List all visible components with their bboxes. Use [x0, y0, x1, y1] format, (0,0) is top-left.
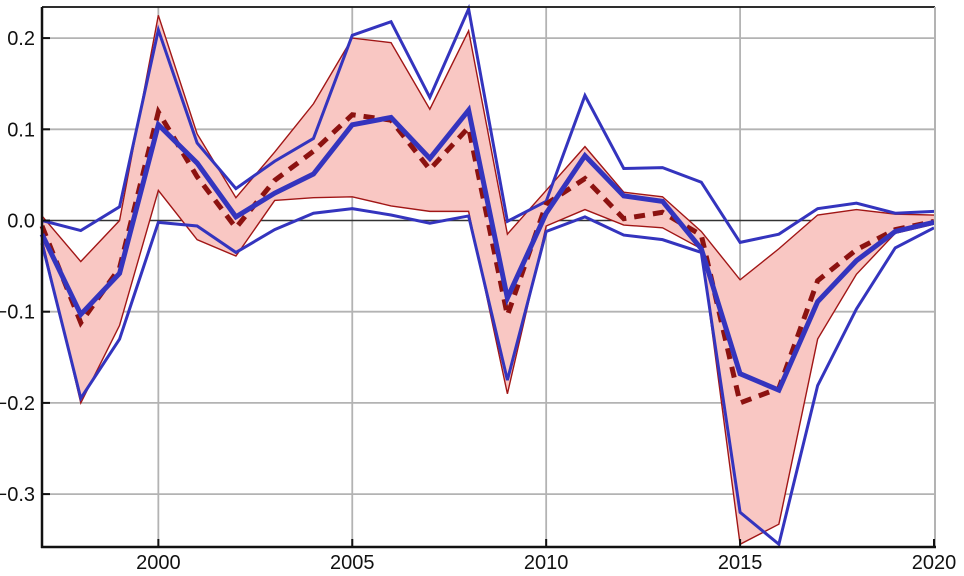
red-confidence-band-fill: [42, 15, 934, 545]
blue-lower-bound-line: [40, 207, 935, 547]
y-tick-label: −0.3: [0, 484, 35, 506]
x-tick-label: 2000: [136, 552, 181, 574]
y-tick-label: −0.1: [0, 302, 35, 324]
y-tick-label: −0.2: [0, 393, 35, 415]
band-upper-edge-line: [41, 15, 935, 281]
x-tick-label: 2005: [330, 552, 375, 574]
blue-main-estimate-line: [39, 104, 935, 394]
y-tick-label: 0.1: [7, 119, 35, 141]
y-tick-label: 0.0: [7, 211, 35, 233]
x-tick-label: 2020: [912, 552, 957, 574]
x-tick-label: 2010: [524, 552, 569, 574]
blue-upper-bound-line: [41, 3, 935, 245]
y-tick-label: 0.2: [7, 28, 35, 50]
x-tick-label: 2015: [718, 552, 763, 574]
